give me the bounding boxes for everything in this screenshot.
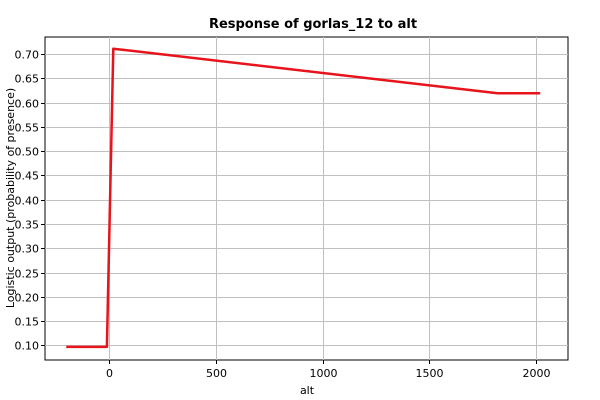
y-tick-label: 0.55: [15, 122, 40, 135]
x-tick-label: 1000: [310, 367, 338, 380]
y-tick-label: 0.45: [15, 170, 40, 183]
y-tick-label: 0.50: [15, 146, 40, 159]
y-tick-label: 0.60: [15, 98, 40, 111]
plot-area: [44, 36, 569, 361]
x-tick-label: 1500: [416, 367, 444, 380]
chart-title: Response of gorlas_12 to alt: [209, 17, 417, 32]
axis-layer: 0.10 0.15 0.20 0.25 0.30 0.35 0.40 0.45 0.50 0.55…: [15, 49, 551, 381]
y-tick-label: 0.40: [15, 195, 40, 208]
y-axis-label: Logistic output (probability of presence…: [4, 88, 17, 308]
y-tick-label: 0.65: [15, 73, 40, 86]
y-tick-label: 0.10: [15, 340, 40, 353]
x-tick-label: 500: [206, 367, 227, 380]
x-tick-label: 0: [106, 367, 113, 380]
series-layer: [66, 47, 541, 349]
y-tick-label: 0.35: [15, 219, 40, 232]
y-tick-label: 0.30: [15, 243, 40, 256]
x-axis-label: alt: [300, 384, 315, 397]
y-tick-label: 0.70: [15, 49, 40, 62]
series-line: [66, 47, 541, 349]
y-tick-label: 0.25: [15, 268, 40, 281]
y-tick-label: 0.15: [15, 316, 40, 329]
y-tick-label: 0.20: [15, 292, 40, 305]
x-tick-label: 2000: [523, 367, 551, 380]
